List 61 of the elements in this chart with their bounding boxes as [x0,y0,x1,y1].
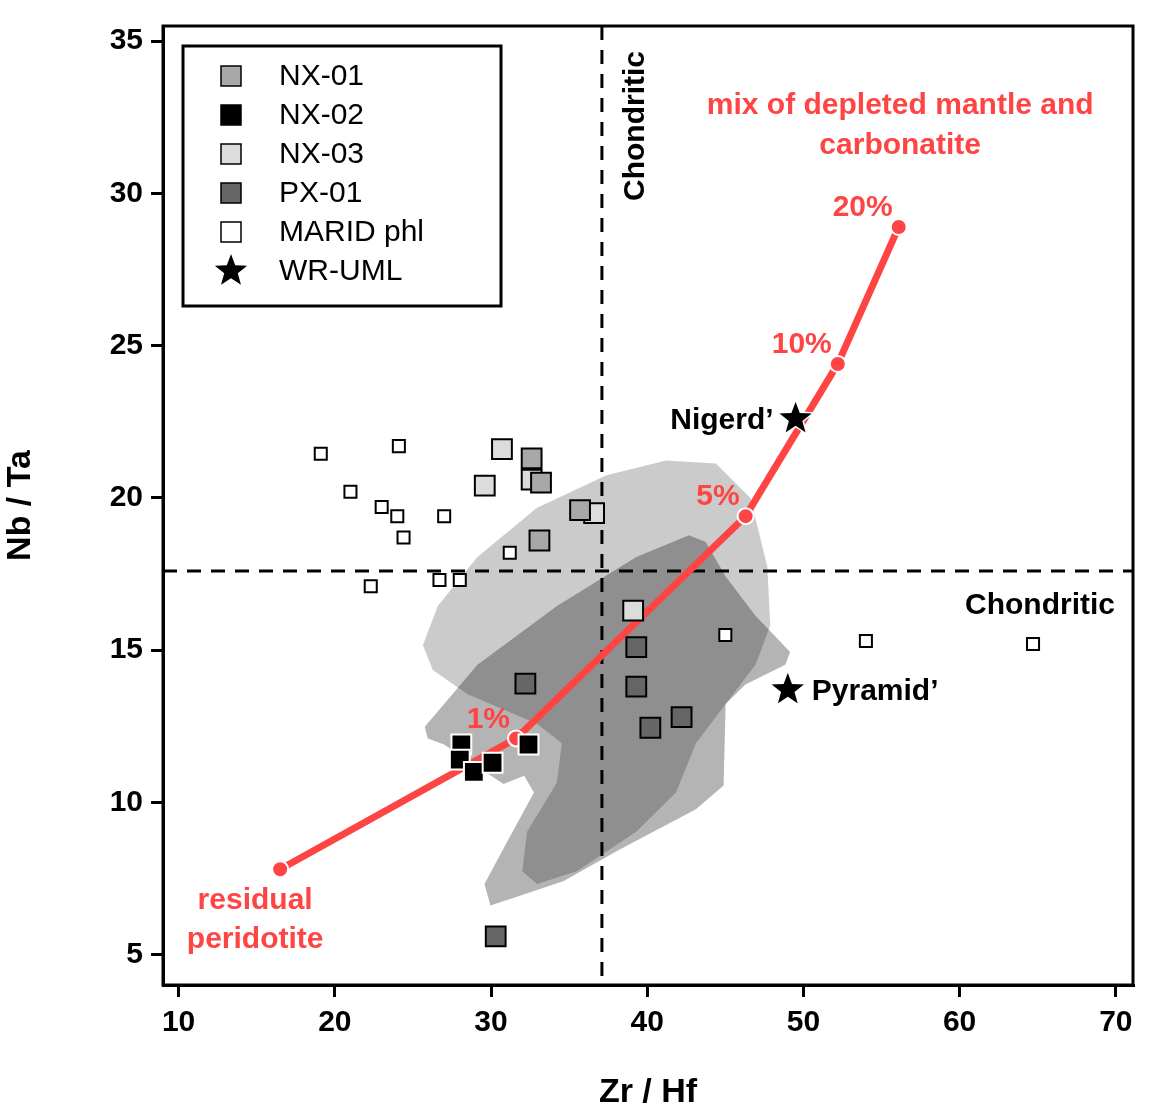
point [484,925,507,948]
point [718,627,733,642]
y-tick-label: 20 [109,479,143,513]
point [462,760,485,783]
legend-label: NX-03 [279,136,365,170]
x-tick-label: 70 [1099,1004,1133,1038]
point [473,474,496,497]
point [437,509,452,524]
y-tick-label: 35 [109,22,143,56]
point [625,636,648,658]
legend-label: MARID phl [279,214,425,248]
legend-label: PX-01 [279,175,363,209]
point [313,446,328,461]
annotation: mix of depleted mantle and carbonatite [706,87,1094,161]
point [528,529,551,552]
point [569,499,591,521]
y-tick-label: 10 [109,783,143,817]
legend-label: NX-02 [279,97,365,131]
point [520,447,543,470]
point [343,484,358,499]
annotation: Nigerd’ [670,402,774,435]
point [271,860,290,879]
y-tick-label: 15 [109,631,143,665]
annotation: Pyramid’ [811,672,939,706]
y-tick-label: 30 [109,174,143,208]
point [390,509,405,524]
legend-label: NX-01 [279,58,365,92]
point [502,545,517,560]
legend-label: WR-UML [279,253,403,287]
point [481,751,504,774]
x-tick-label: 60 [942,1004,977,1038]
ref-line-label: Chondritic [965,587,1115,621]
x-tick-label: 20 [318,1004,352,1038]
annotation: 5% [696,478,740,512]
point [736,507,755,526]
point [828,354,847,373]
point [514,672,537,695]
point [452,573,467,588]
annotation: 1% [466,700,511,734]
y-tick-label: 5 [126,935,143,969]
point [625,675,648,698]
x-tick-label: 10 [161,1004,196,1038]
x-tick-label: 40 [630,1004,664,1038]
x-tick-label: 30 [474,1004,508,1038]
annotation: 10% [771,326,832,360]
point [517,733,540,756]
annotation: 20% [832,189,893,223]
point [639,716,662,739]
x-tick-label: 50 [786,1004,821,1038]
x-axis-title: Zr / Hf [598,1070,698,1109]
y-tick-label: 25 [109,326,143,360]
annotation: residual peridotite [186,881,324,954]
point [491,438,513,461]
y-axis-title: Nb / Ta [0,449,37,561]
ref-line-label: Chondritic [617,51,651,201]
point [396,530,411,545]
point [670,706,693,728]
point [363,579,378,594]
point [391,439,406,454]
point [622,599,645,622]
point [530,471,552,494]
